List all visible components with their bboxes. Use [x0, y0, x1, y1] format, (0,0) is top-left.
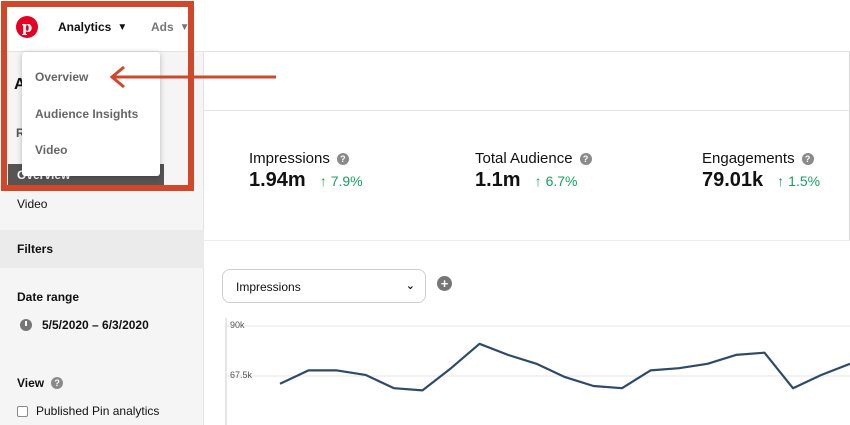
arrow-up-icon: ↑	[777, 173, 785, 189]
metric-select-value: Impressions	[236, 280, 301, 294]
metric-value: 1.94m	[249, 169, 306, 191]
filters-header: Filters	[0, 230, 204, 268]
sidebar-section-label: R	[16, 126, 25, 140]
analytics-dropdown-menu: Overview Audience Insights Video	[22, 52, 160, 176]
metric-change: ↑ 7.9%	[320, 173, 363, 189]
ads-menu-button[interactable]: Ads ▼	[151, 20, 190, 34]
metric-label: Total Audience	[475, 150, 573, 167]
pinterest-logo-icon[interactable]: p	[16, 16, 38, 38]
series-line	[279, 342, 850, 392]
published-pin-label: Published Pin analytics	[36, 404, 160, 418]
ads-label: Ads	[151, 20, 174, 34]
analytics-label: Analytics	[58, 20, 112, 34]
metric-value: 1.1m	[475, 169, 521, 191]
chevron-down-icon: ⌄	[405, 280, 415, 292]
metric-label: Engagements	[702, 150, 795, 167]
metric-change-value: 7.9%	[330, 173, 363, 189]
chevron-down-icon: ▼	[179, 22, 190, 33]
help-icon[interactable]: ?	[336, 152, 349, 165]
metric-label: Impressions	[249, 150, 330, 167]
help-icon[interactable]: ?	[579, 152, 592, 165]
menu-item-audience-insights[interactable]: Audience Insights	[35, 107, 139, 121]
sidebar-item-video[interactable]: Video	[17, 197, 48, 211]
help-icon[interactable]: ?	[51, 377, 64, 389]
view-label: View	[17, 376, 45, 390]
highlight-box	[1, 1, 194, 191]
published-pin-option[interactable]: Published Pin analytics	[17, 404, 159, 418]
add-metric-button[interactable]: +	[437, 276, 452, 291]
top-navigation: p Analytics ▼ Ads ▼	[0, 0, 850, 52]
analytics-menu-button[interactable]: Analytics ▼	[58, 20, 127, 34]
date-range-label: Date range	[17, 290, 80, 304]
metric-select-dropdown[interactable]: Impressions ⌄	[222, 269, 426, 303]
clock-icon	[20, 319, 32, 331]
metric-change: ↑ 1.5%	[777, 173, 820, 189]
metric-total-audience: Total Audience ? 1.1m ↑ 6.7%	[475, 150, 592, 192]
help-icon[interactable]: ?	[801, 152, 814, 165]
chevron-down-icon: ▼	[117, 22, 128, 33]
metric-impressions: Impressions ? 1.94m ↑ 7.9%	[249, 150, 363, 192]
menu-item-overview[interactable]: Overview	[35, 70, 89, 84]
annotation-arrow-icon	[109, 65, 276, 89]
menu-item-video[interactable]: Video	[35, 143, 68, 157]
metric-change: ↑ 6.7%	[535, 173, 578, 189]
view-section: View ?	[17, 376, 64, 390]
arrow-up-icon: ↑	[319, 173, 327, 189]
y-tick-label: 67.5k	[230, 370, 253, 380]
sidebar-heading: A	[14, 76, 26, 93]
y-tick-label: 90k	[230, 320, 245, 330]
main-divider	[204, 110, 850, 111]
arrow-up-icon: ↑	[534, 173, 542, 189]
metric-value: 79.01k	[702, 169, 764, 191]
metric-change-value: 1.5%	[788, 173, 821, 189]
metric-change-value: 6.7%	[545, 173, 578, 189]
date-range-picker[interactable]: 5/5/2020 – 6/3/2020	[20, 318, 149, 332]
metric-engagements: Engagements ? 79.01k ↑ 1.5%	[702, 150, 820, 192]
published-pin-checkbox[interactable]	[17, 405, 28, 417]
impressions-line-chart: 90k 67.5k	[225, 318, 850, 425]
date-range-value: 5/5/2020 – 6/3/2020	[42, 318, 149, 332]
